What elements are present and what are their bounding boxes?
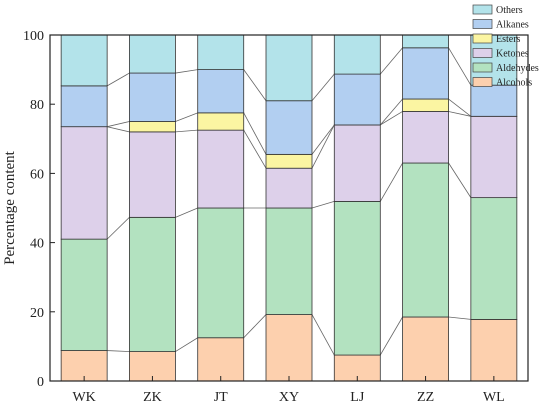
bar-segment-zz-alkanes xyxy=(402,47,449,100)
bar-segment-jt-alkanes xyxy=(197,69,245,114)
bar-segment-xy-others xyxy=(265,34,313,102)
x-tick-label-jt: JT xyxy=(214,390,228,405)
legend-label-esters: Esters xyxy=(496,34,521,45)
bar-segment-xy-alcohols xyxy=(265,314,313,382)
y-tick-label: 100 xyxy=(23,29,44,44)
bar-segment-wl-aldehydes xyxy=(470,197,518,320)
bar-segment-jt-others xyxy=(197,34,245,70)
connector-line xyxy=(448,47,472,86)
bar-segment-lj-others xyxy=(333,34,381,75)
legend-label-ketones: Ketones xyxy=(496,49,529,60)
connector-line xyxy=(175,337,198,352)
bar-segment-wk-alkanes xyxy=(60,85,108,128)
bar-segment-lj-ketones xyxy=(333,124,381,202)
bar-segment-lj-aldehydes xyxy=(333,201,381,356)
connector-line xyxy=(379,98,403,126)
connector-line xyxy=(379,162,403,202)
connector-line xyxy=(106,217,130,240)
connector-line xyxy=(448,98,472,117)
legend-label-alkanes: Alkanes xyxy=(496,20,529,31)
bar-segment-wl-others xyxy=(470,34,518,86)
bar-segment-jt-alcohols xyxy=(197,337,245,382)
x-tick-label-wl: WL xyxy=(483,390,505,405)
y-tick-label: 40 xyxy=(30,237,44,252)
legend: Others Alkanes Esters Ketones Aldehydes Alcoh… xyxy=(472,4,539,89)
legend-label-others: Others xyxy=(496,5,523,16)
bar-segment-zz-aldehydes xyxy=(402,162,449,318)
bar-segment-xy-aldehydes xyxy=(265,207,313,315)
connector-line xyxy=(175,207,198,218)
bar-segment-xy-alkanes xyxy=(265,100,313,155)
bar-segment-zk-esters xyxy=(129,121,176,133)
x-tick-label-xy: XY xyxy=(279,390,299,405)
bar-segment-zk-alkanes xyxy=(129,72,176,122)
bar-segment-xy-ketones xyxy=(265,167,313,209)
bar-segment-wk-ketones xyxy=(60,126,108,240)
connector-line xyxy=(448,162,472,198)
y-axis-title: Percentage content xyxy=(2,150,18,265)
bar-segment-jt-aldehydes xyxy=(197,207,245,339)
bar-segment-wl-ketones xyxy=(470,115,518,199)
bar-segment-zk-others xyxy=(129,34,176,74)
connector-line xyxy=(106,72,130,87)
connector-line xyxy=(243,69,267,101)
legend-swatch-alcohols xyxy=(472,77,493,87)
bar-segment-zz-esters xyxy=(402,98,449,112)
connector-line xyxy=(448,111,471,117)
legend-swatch-aldehydes xyxy=(472,62,493,73)
connector-line xyxy=(107,350,130,352)
y-tick-label: 80 xyxy=(30,98,44,113)
connector-line xyxy=(107,126,130,133)
bar-segment-jt-esters xyxy=(197,112,245,131)
bar-segment-xy-esters xyxy=(265,153,313,169)
bar-segment-zz-others xyxy=(402,34,449,49)
connector-line xyxy=(379,316,403,356)
bars-group xyxy=(60,34,518,382)
bar-segment-jt-ketones xyxy=(197,129,245,209)
connector-line xyxy=(175,69,198,74)
x-tick-label-zz: ZZ xyxy=(417,390,434,405)
axes-group: 0 20 40 60 80 100 WK ZK JT XY LJ ZZ WL xyxy=(23,29,529,405)
bar-segment-wl-alcohols xyxy=(470,319,518,382)
connector-line xyxy=(175,129,198,133)
x-tick-label-wk: WK xyxy=(72,390,95,405)
connector-line xyxy=(311,201,335,209)
legend-swatch-ketones xyxy=(472,48,493,58)
bar-segment-zz-alcohols xyxy=(402,316,449,382)
bar-segment-wk-aldehydes xyxy=(60,238,108,351)
connector-line xyxy=(380,111,403,126)
connector-line xyxy=(243,112,267,155)
connector-line xyxy=(379,47,403,75)
bar-segment-zk-aldehydes xyxy=(129,216,176,352)
y-tick-label: 0 xyxy=(37,375,44,390)
connector-line xyxy=(311,314,335,356)
legend-label-alcohols: Alcohols xyxy=(496,78,532,89)
bar-segment-wl-alkanes xyxy=(470,84,518,117)
connector-line xyxy=(243,314,267,339)
bar-segment-wk-others xyxy=(60,34,108,87)
bar-segment-zz-ketones xyxy=(402,111,449,164)
y-tick-label: 60 xyxy=(30,167,44,182)
connector-line xyxy=(175,112,198,122)
connector-line xyxy=(107,121,130,128)
connector-line xyxy=(243,129,267,169)
bar-segment-zk-ketones xyxy=(129,131,176,218)
bar-segment-lj-alkanes xyxy=(333,73,381,126)
x-tick-label-lj: LJ xyxy=(350,390,365,405)
legend-swatch-alkanes xyxy=(472,19,493,29)
legend-swatch-esters xyxy=(472,33,493,44)
x-tick-label-zk: ZK xyxy=(143,390,162,405)
connector-line xyxy=(448,316,471,320)
bar-segment-wk-alcohols xyxy=(60,350,108,382)
legend-label-aldehydes: Aldehydes xyxy=(496,63,539,74)
connector-line xyxy=(311,73,335,101)
y-tick-label: 20 xyxy=(30,306,44,321)
legend-swatch-others xyxy=(472,4,493,15)
connector-line xyxy=(311,124,335,169)
connector-line xyxy=(311,124,335,155)
